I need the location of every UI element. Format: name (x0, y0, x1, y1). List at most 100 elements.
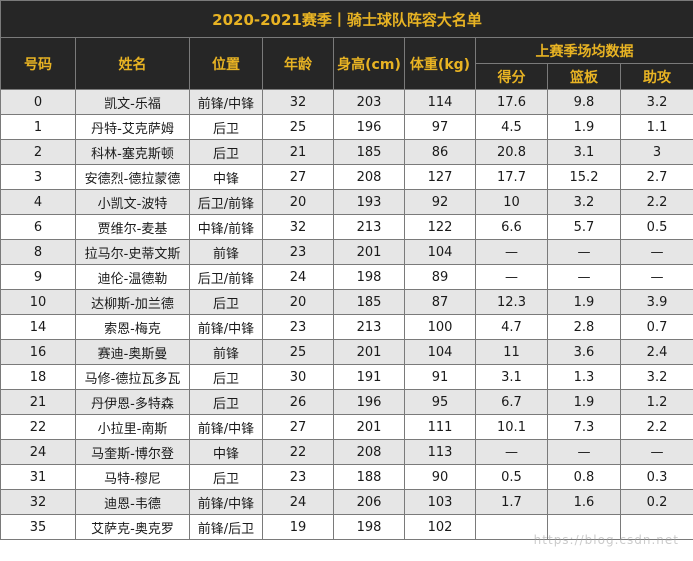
cell-name: 赛迪-奥斯曼 (75, 339, 190, 365)
cell-weight: 95 (404, 389, 476, 415)
cell-rebounds: 9.8 (547, 89, 621, 115)
cell-weight: 111 (404, 414, 476, 440)
cell-weight: 100 (404, 314, 476, 340)
cell-points (475, 514, 548, 540)
cell-number: 8 (0, 239, 76, 265)
watermark: https://blog.csdn.net (533, 533, 679, 547)
cell-number: 0 (0, 89, 76, 115)
cell-height: 208 (333, 439, 405, 465)
cell-assists: — (619, 239, 693, 265)
cell-weight: 97 (404, 114, 476, 140)
cell-height: 201 (333, 414, 405, 440)
table-row: 32 迪恩-韦德 前锋/中锋 24 206 103 1.7 1.6 0.2 (0, 489, 693, 515)
cell-position: 中锋 (189, 439, 263, 465)
cell-assists: 3.9 (619, 289, 693, 315)
cell-assists: — (619, 264, 693, 290)
cell-name: 丹伊恩-多特森 (75, 389, 190, 415)
cell-points: — (475, 239, 548, 265)
cell-points: 3.1 (475, 364, 548, 390)
cell-weight: 104 (404, 239, 476, 265)
table-title: 2020-2021赛季丨骑士球队阵容大名单 (0, 0, 693, 38)
cell-name: 科林-塞克斯顿 (75, 139, 190, 165)
cell-weight: 86 (404, 139, 476, 165)
cell-weight: 114 (404, 89, 476, 115)
cell-points: 0.5 (475, 464, 548, 490)
roster-table: 2020-2021赛季丨骑士球队阵容大名单 号码 姓名 位置 年龄 身高(cm)… (0, 0, 693, 540)
header-season-stats: 上赛季场均数据 (474, 37, 693, 64)
cell-name: 索恩-梅克 (75, 314, 190, 340)
cell-height: 185 (333, 289, 405, 315)
cell-rebounds: 3.2 (547, 189, 621, 215)
cell-weight: 90 (404, 464, 476, 490)
header-assists: 助攻 (619, 63, 693, 90)
cell-points: 10.1 (475, 414, 548, 440)
header-points: 得分 (475, 63, 548, 90)
cell-height: 193 (333, 189, 405, 215)
cell-rebounds: 0.8 (547, 464, 621, 490)
cell-points: — (475, 439, 548, 465)
cell-name: 马特-穆尼 (75, 464, 190, 490)
cell-number: 32 (0, 489, 76, 515)
header-weight: 体重(kg) (404, 37, 476, 90)
table-row: 2 科林-塞克斯顿 后卫 21 185 86 20.8 3.1 3 (0, 139, 693, 165)
cell-assists: 1.1 (619, 114, 693, 140)
cell-height: 198 (333, 514, 405, 540)
cell-points: 10 (475, 189, 548, 215)
cell-name: 凯文-乐福 (75, 89, 190, 115)
cell-rebounds: — (547, 264, 621, 290)
cell-weight: 122 (404, 214, 476, 240)
cell-position: 中锋/前锋 (189, 214, 263, 240)
cell-rebounds: 3.1 (547, 139, 621, 165)
cell-rebounds: 1.9 (547, 389, 621, 415)
cell-age: 21 (262, 139, 334, 165)
cell-number: 35 (0, 514, 76, 540)
cell-age: 22 (262, 439, 334, 465)
cell-height: 196 (333, 114, 405, 140)
cell-number: 2 (0, 139, 76, 165)
table-row: 10 达柳斯-加兰德 后卫 20 185 87 12.3 1.9 3.9 (0, 289, 693, 315)
cell-assists: 3.2 (619, 364, 693, 390)
cell-assists: 2.2 (619, 189, 693, 215)
cell-height: 198 (333, 264, 405, 290)
cell-points: 4.7 (475, 314, 548, 340)
cell-name: 艾萨克-奥克罗 (75, 514, 190, 540)
cell-age: 25 (262, 339, 334, 365)
cell-rebounds: 7.3 (547, 414, 621, 440)
cell-number: 18 (0, 364, 76, 390)
header-age: 年龄 (262, 37, 334, 90)
cell-points: 6.6 (475, 214, 548, 240)
cell-age: 23 (262, 239, 334, 265)
cell-name: 马修-德拉瓦多瓦 (75, 364, 190, 390)
cell-rebounds: 1.9 (547, 114, 621, 140)
table-row: 24 马奎斯-博尔登 中锋 22 208 113— — — (0, 439, 693, 465)
table-row: 0 凯文-乐福 前锋/中锋 32 203 114 17.6 9.8 3.2 (0, 89, 693, 115)
cell-rebounds: 5.7 (547, 214, 621, 240)
cell-points: 6.7 (475, 389, 548, 415)
cell-age: 23 (262, 314, 334, 340)
cell-position: 后卫 (189, 289, 263, 315)
cell-assists: 0.5 (619, 214, 693, 240)
cell-weight: 89 (404, 264, 476, 290)
cell-position: 后卫 (189, 364, 263, 390)
cell-points: 20.8 (475, 139, 548, 165)
cell-weight: 103 (404, 489, 476, 515)
cell-points: — (475, 264, 548, 290)
cell-age: 27 (262, 164, 334, 190)
cell-age: 19 (262, 514, 334, 540)
header-position: 位置 (189, 37, 263, 90)
cell-name: 丹特-艾克萨姆 (75, 114, 190, 140)
cell-name: 贾维尔-麦基 (75, 214, 190, 240)
cell-position: 前锋/中锋 (189, 489, 263, 515)
cell-number: 31 (0, 464, 76, 490)
cell-points: 1.7 (475, 489, 548, 515)
cell-name: 达柳斯-加兰德 (75, 289, 190, 315)
cell-weight: 87 (404, 289, 476, 315)
header-height: 身高(cm) (333, 37, 405, 90)
cell-weight: 113 (404, 439, 476, 465)
cell-name: 安德烈-德拉蒙德 (75, 164, 190, 190)
cell-number: 10 (0, 289, 76, 315)
cell-name: 迪伦-温德勒 (75, 264, 190, 290)
table-row: 35 艾萨克-奥克罗 前锋/后卫 19 198 102 (0, 514, 693, 540)
cell-position: 后卫 (189, 139, 263, 165)
